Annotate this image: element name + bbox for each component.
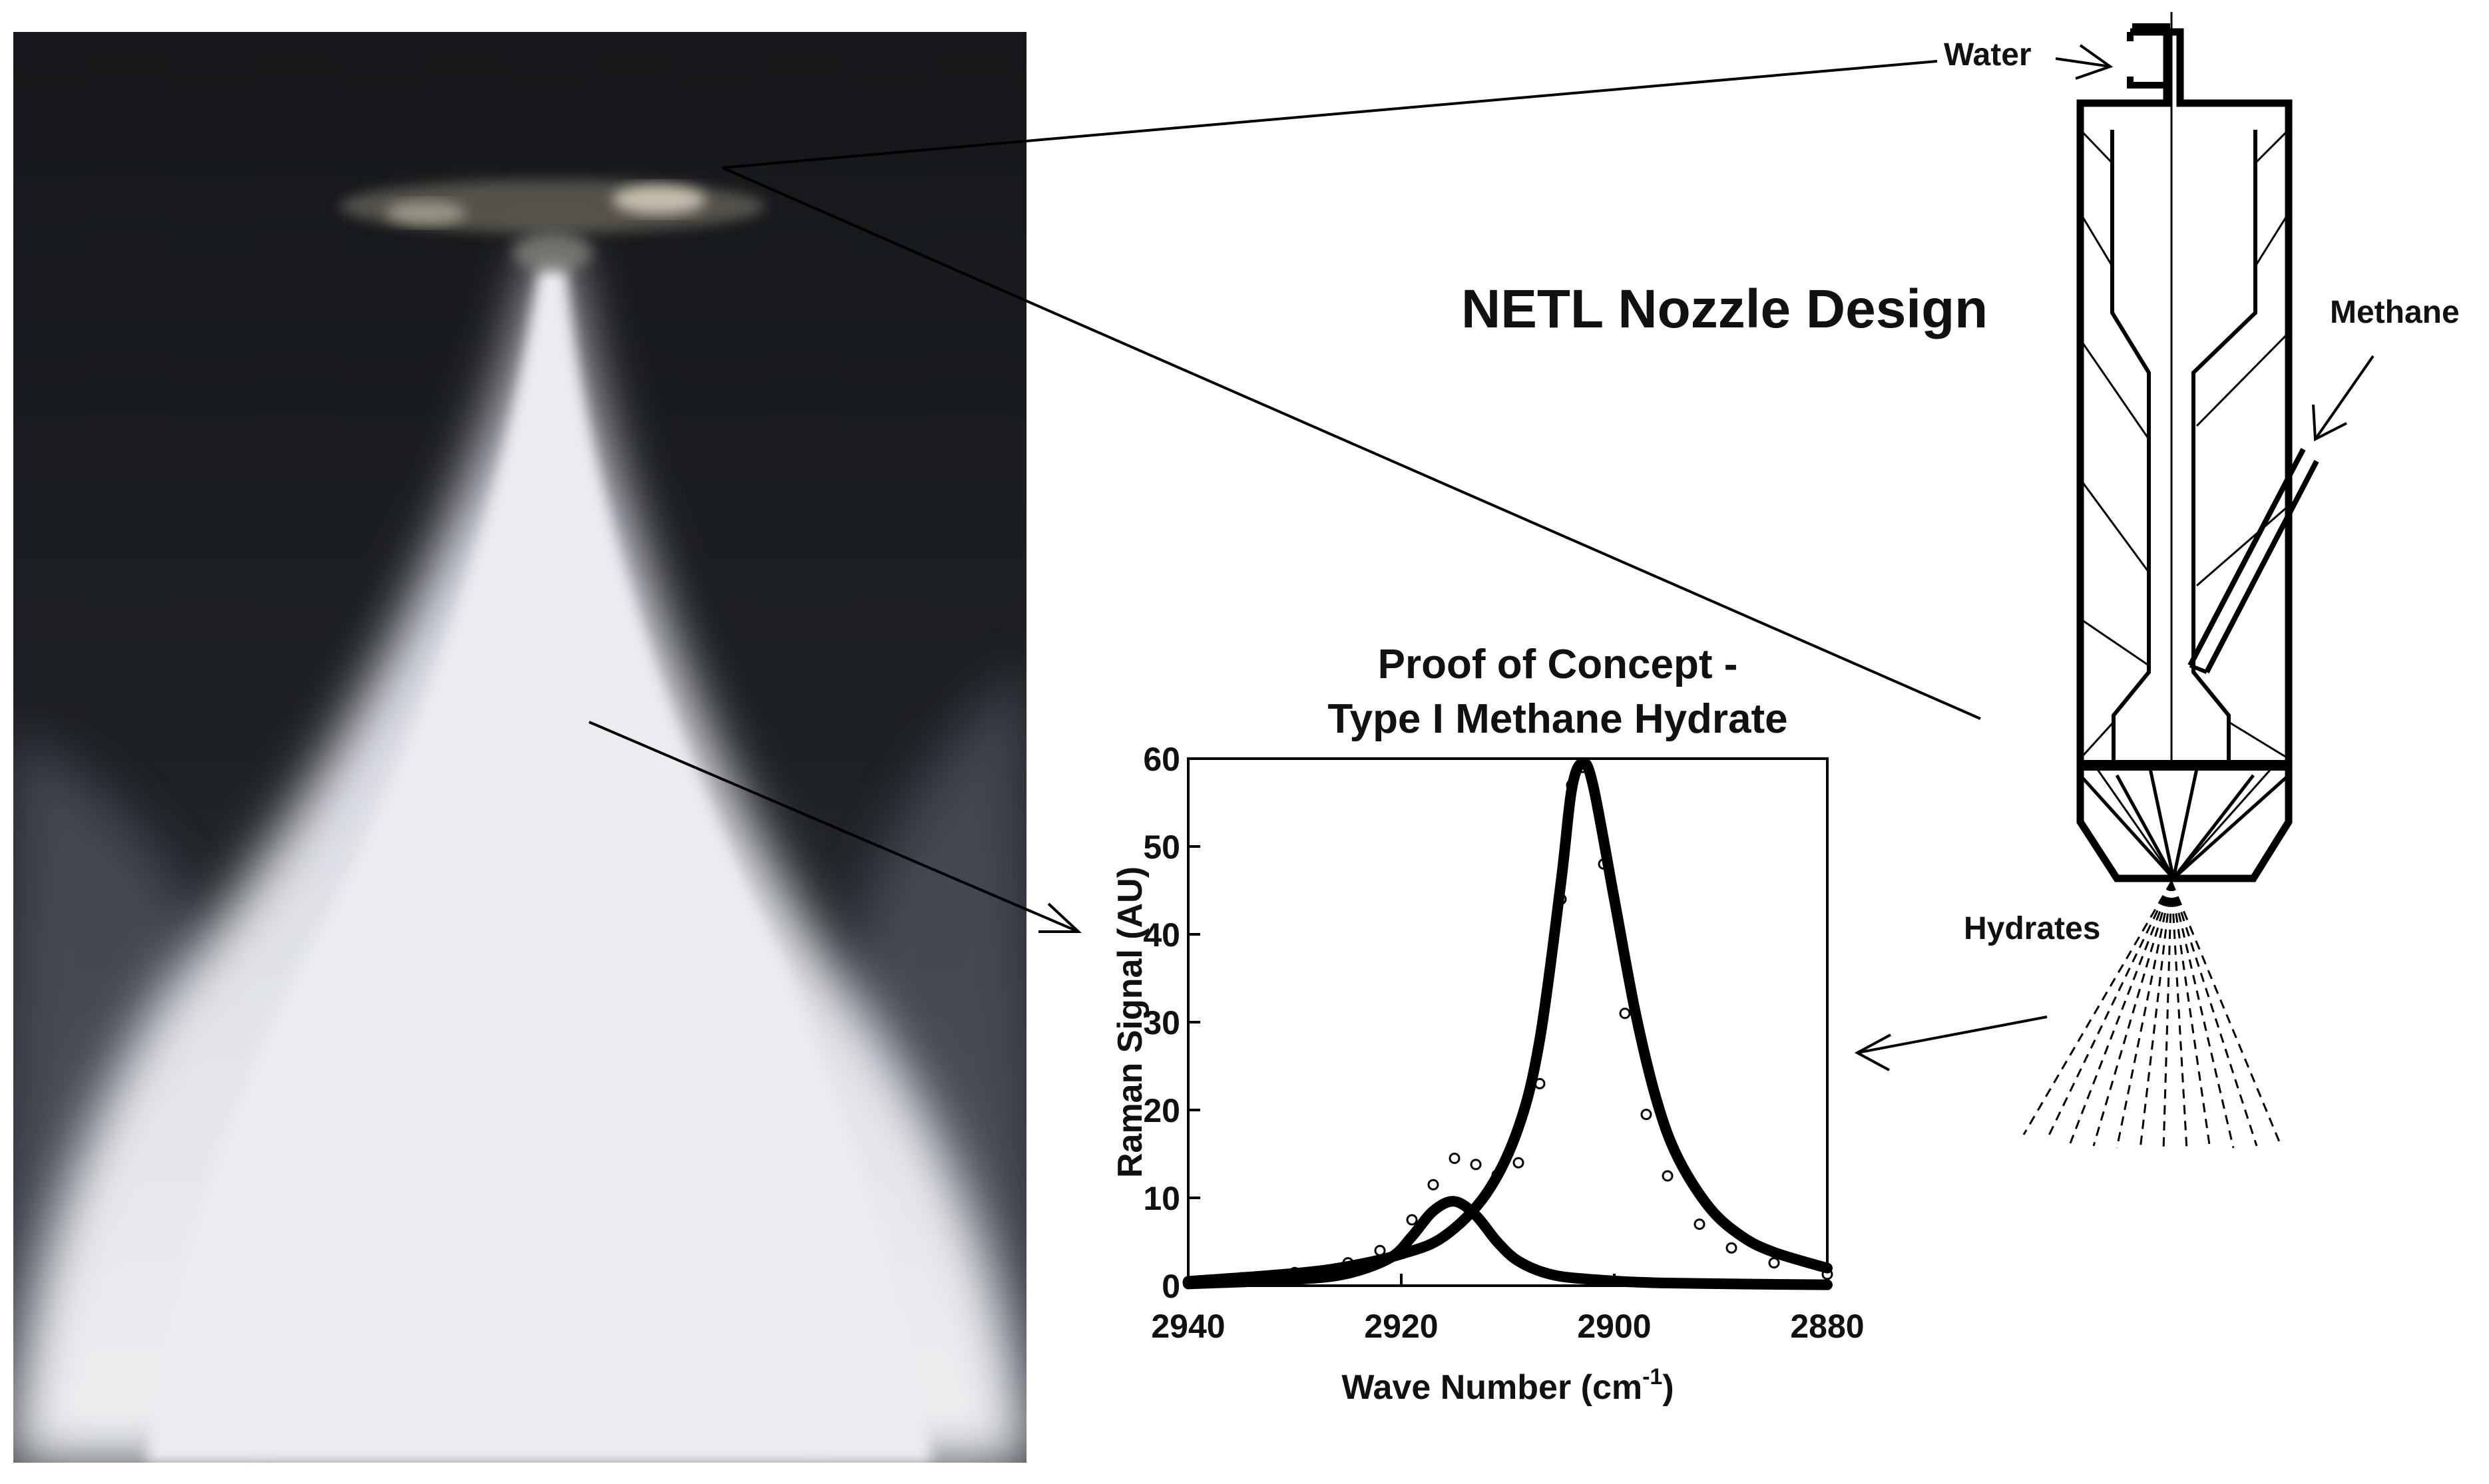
leader-line-water — [722, 60, 1938, 169]
hydrate-spray-cone — [2022, 881, 2281, 1151]
data-point-observed — [1768, 1257, 1780, 1269]
y-tick-label: 0 — [1162, 1268, 1180, 1305]
arrow-hydrates-to-chart — [1857, 1016, 2048, 1054]
leader-lines — [588, 44, 2375, 1071]
arrow-spray-to-chart — [588, 721, 1079, 933]
data-point-observed — [1725, 1242, 1737, 1254]
methane-label: Methane — [2330, 295, 2460, 330]
x-axis-label: Wave Number (cm-1) — [1341, 1364, 1674, 1407]
y-tick-label: 10 — [1143, 1180, 1180, 1217]
data-point-observed — [1619, 1008, 1631, 1020]
diagram-title: NETL Nozzle Design — [1461, 279, 1988, 339]
arrowhead-hydrates-to-chart — [1854, 1033, 1891, 1071]
y-tick-label: 50 — [1143, 829, 1180, 866]
plot-area-frame — [1187, 757, 1829, 1287]
data-point-observed — [1662, 1170, 1674, 1182]
chart-subtitle: Type I Methane Hydrate — [1327, 696, 1788, 742]
water-label: Water — [1944, 37, 2032, 73]
nozzle-schematic — [2022, 12, 2319, 1151]
y-tick-label: 60 — [1143, 741, 1180, 778]
data-point-observed — [1640, 1109, 1652, 1121]
data-point-observed — [1406, 1214, 1418, 1226]
methane-inlet-tube — [2187, 448, 2319, 673]
raman-chart: 2940 2920 2900 2880 0 10 20 30 40 50 60 Raman Sign… — [1111, 741, 1865, 1407]
nozzle-hatch-left — [2079, 128, 2150, 760]
arrowhead-methane-in — [2312, 404, 2347, 442]
arrow-methane-in — [2314, 355, 2375, 441]
hydrate-spray-photo — [13, 32, 1026, 1463]
y-tick-label: 20 — [1143, 1092, 1180, 1129]
chart-title: Proof of Concept - Type I Methane Hydrat… — [1258, 638, 1857, 747]
data-point-observed — [1449, 1153, 1461, 1165]
leader-line-nozzle-tip — [722, 166, 1981, 720]
fit-curve-solid-peak-2915 — [1183, 1196, 1833, 1290]
x-tick-label: 2920 — [1364, 1308, 1438, 1345]
series-layer — [1182, 757, 1833, 1290]
fit-curve-solid-peak-2904 — [1183, 757, 1833, 1287]
arrow-water-in — [2055, 57, 2111, 68]
x-tick-label: 2900 — [1577, 1308, 1651, 1345]
arrowhead-water-in — [2075, 44, 2114, 80]
data-point-observed — [1512, 1157, 1524, 1169]
x-tick-label: 2940 — [1151, 1308, 1225, 1345]
x-tick-label: 2880 — [1790, 1308, 1864, 1345]
y-axis-label: Raman Signal (AU) — [1111, 866, 1150, 1178]
hydrates-label: Hydrates — [1964, 911, 2101, 946]
chart-title-line1: Proof of Concept - — [1377, 642, 1738, 687]
nozzle-body-outline — [2076, 28, 2293, 882]
water-inlet-lower — [2127, 77, 2167, 89]
inner-wall-right — [2191, 130, 2257, 765]
y-tick-label: 40 — [1143, 916, 1180, 954]
nozzle-hatch-right — [2195, 128, 2290, 760]
inner-wall-left — [2110, 130, 2151, 765]
y-tick-label: 30 — [1143, 1004, 1180, 1041]
data-point-observed — [1427, 1179, 1439, 1191]
arrowhead-spray-to-chart — [1038, 902, 1082, 933]
data-point-observed — [1694, 1218, 1705, 1230]
axis-ticks: 2940 2920 2900 2880 0 10 20 30 40 50 60 — [1143, 741, 1864, 1345]
data-point-observed — [1470, 1159, 1482, 1171]
